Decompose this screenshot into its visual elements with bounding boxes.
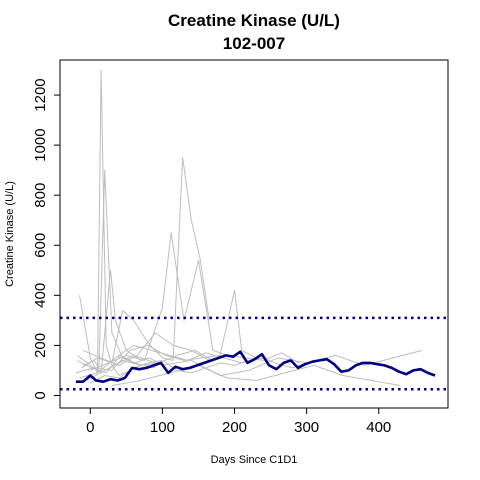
series-line-7: [79, 344, 242, 379]
series-line-4: [81, 157, 210, 369]
series-line-8: [82, 332, 300, 366]
y-tick-label-800: 800: [32, 183, 49, 208]
series-line-3: [76, 269, 142, 374]
x-tick-label-300: 300: [294, 419, 319, 436]
y-tick-label-200: 200: [32, 333, 49, 358]
chart-title: Creatine Kinase (U/L): [168, 11, 340, 30]
y-tick-label-600: 600: [32, 233, 49, 258]
y-tick-label-1200: 1200: [32, 78, 49, 111]
chart-subtitle: 102-007: [223, 34, 285, 53]
y-axis-label: Creatine Kinase (U/L): [4, 181, 16, 287]
y-tick-label-0: 0: [32, 391, 49, 399]
series-line-13: [77, 354, 165, 374]
x-axis-label: Days Since C1D1: [211, 454, 298, 466]
y-tick-label-400: 400: [32, 283, 49, 308]
x-tick-label-0: 0: [86, 419, 94, 436]
series-line-12: [111, 364, 401, 386]
y-axis: 0 200 400 600 800 1000 1200: [32, 78, 61, 400]
x-tick-label-200: 200: [222, 419, 247, 436]
y-tick-label-1000: 1000: [32, 128, 49, 161]
x-tick-label-400: 400: [366, 419, 391, 436]
x-tick-label-100: 100: [150, 419, 175, 436]
series-line-6: [75, 289, 257, 374]
series-line-2: [82, 169, 156, 369]
series-layer: [75, 69, 436, 386]
x-axis: 0 100 200 300 400: [86, 407, 391, 436]
series-line-highlight: [75, 350, 436, 384]
